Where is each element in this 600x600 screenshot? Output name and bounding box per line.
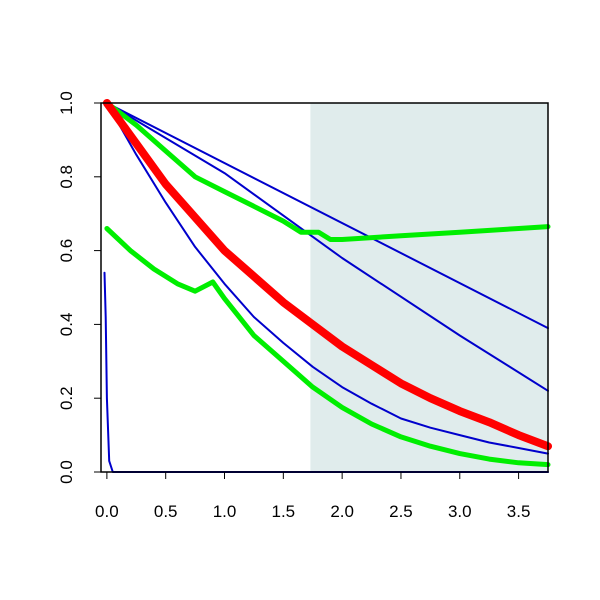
plot-frame (100, 102, 549, 473)
series-line-1 (105, 102, 549, 330)
x-tick-label: 0.0 (95, 502, 119, 521)
series-line-7 (102, 99, 552, 451)
x-tick-label: 1.0 (213, 502, 237, 521)
y-tick-label: 0.0 (57, 460, 76, 484)
series-line-5 (104, 100, 551, 242)
shaded-region (310, 103, 548, 472)
series-line-2 (105, 102, 549, 392)
x-tick-label: 3.0 (448, 502, 472, 521)
x-tick-label: 3.5 (507, 502, 531, 521)
series-line-3 (105, 102, 549, 455)
series-line-6 (104, 226, 551, 468)
y-tick-label: 0.6 (57, 239, 76, 263)
y-tick-label: 0.2 (57, 386, 76, 410)
x-tick-label: 2.5 (389, 502, 413, 521)
series-layer (102, 99, 552, 473)
axis-layer: 0.0 0.5 1.0 1.5 2.0 2.5 3.0 3.5 0.0 0.2 0.4 0.6 0.8 1… (57, 91, 530, 521)
y-tick-label: 0.4 (57, 313, 76, 337)
x-tick-label: 0.5 (154, 502, 178, 521)
y-tick-label: 1.0 (57, 91, 76, 115)
x-tick-label: 2.0 (330, 502, 354, 521)
y-tick-label: 0.8 (57, 165, 76, 189)
x-tick-label: 1.5 (272, 502, 296, 521)
